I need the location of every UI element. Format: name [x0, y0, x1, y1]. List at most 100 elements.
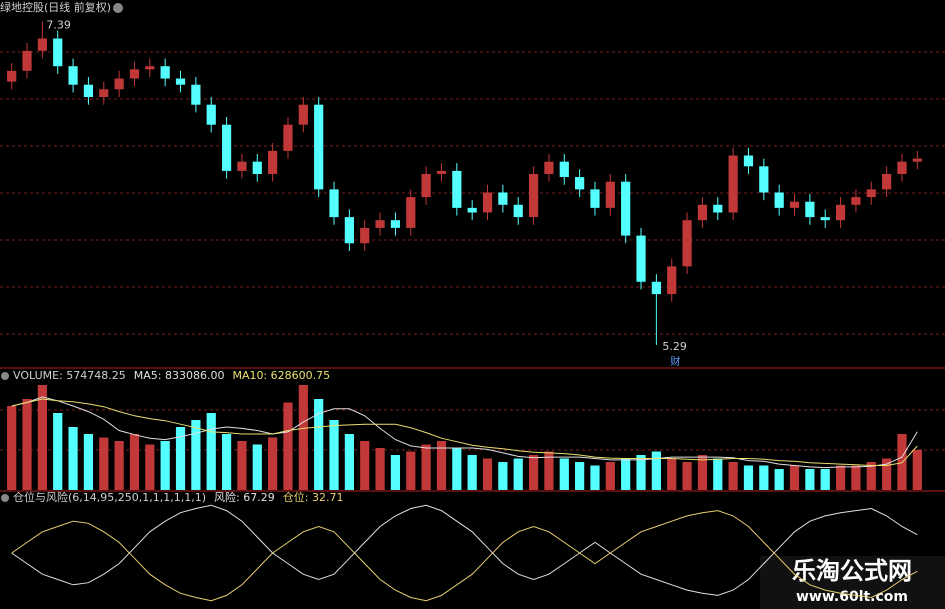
- legend-entry: MA5: 833086.00: [134, 369, 225, 382]
- menu-icon[interactable]: [1, 372, 9, 380]
- candle-body: [68, 66, 78, 85]
- volume-bar: [298, 385, 308, 490]
- volume-bar: [820, 469, 830, 490]
- volume-bar: [651, 451, 661, 490]
- candle-body: [805, 201, 815, 218]
- candle-body: [544, 161, 554, 174]
- legend-entry: 风险: 67.29: [214, 490, 275, 504]
- panel-title: VOLUME: 574748.25: [13, 369, 126, 382]
- volume-bar: [375, 448, 385, 490]
- chart-title: 绿地控股(日线 前复权): [0, 0, 111, 14]
- volume-bar: [575, 462, 585, 490]
- candle-body: [7, 70, 17, 82]
- volume-bar: [390, 455, 401, 490]
- volume-bar: [329, 420, 339, 490]
- candle-body: [436, 170, 447, 174]
- candle-body: [83, 84, 94, 98]
- watermark-url: www.60lt.com: [796, 589, 908, 605]
- candle-body: [882, 173, 892, 190]
- volume-bar: [513, 458, 523, 490]
- volume-bar: [559, 458, 569, 490]
- volume-bar: [590, 465, 600, 490]
- candle-body: [835, 204, 846, 221]
- high-label: 7.39: [46, 19, 71, 32]
- candle-body: [268, 150, 278, 174]
- volume-bar: [114, 441, 124, 490]
- candle-body: [175, 78, 186, 85]
- candle-body: [605, 181, 615, 208]
- candle-body: [697, 204, 708, 221]
- volume-bar: [697, 455, 708, 490]
- volume-bar: [83, 434, 94, 490]
- candle-body: [667, 266, 677, 295]
- grid: [0, 51, 945, 492]
- volume-bar: [912, 449, 922, 490]
- volume-bar: [37, 385, 47, 490]
- volume-bar: [774, 469, 784, 490]
- volume-bar: [68, 427, 78, 490]
- candle-body: [344, 217, 354, 244]
- candle-body: [390, 220, 401, 228]
- volume-bar: [360, 441, 370, 490]
- candle-body: [636, 235, 646, 282]
- volume-bar: [805, 469, 815, 490]
- volume-bar: [206, 413, 216, 490]
- candle-body: [329, 189, 339, 218]
- candle-body: [221, 124, 232, 171]
- candle-body: [728, 155, 738, 213]
- volume-bar: [498, 462, 508, 490]
- volume-bar: [129, 434, 140, 490]
- volume-bar: [682, 462, 692, 490]
- candle-body: [22, 50, 32, 71]
- candle-body: [421, 173, 431, 198]
- menu-icon[interactable]: [1, 494, 9, 502]
- series-line: [11, 510, 918, 602]
- legend-entry: 仓位: 32.71: [283, 490, 344, 504]
- candle-body: [651, 281, 661, 295]
- candle-body: [283, 124, 293, 151]
- candle-body: [789, 201, 800, 208]
- candle-body: [498, 192, 508, 205]
- volume-bar: [835, 465, 846, 490]
- candle-body: [713, 204, 723, 213]
- menu-icon[interactable]: [113, 3, 123, 13]
- volume-bar: [99, 437, 109, 490]
- volume-bar: [268, 437, 278, 490]
- volume-bar: [713, 458, 723, 490]
- volume-bar: [452, 448, 462, 490]
- candle-body: [528, 173, 539, 218]
- candle-body: [467, 207, 477, 213]
- candle-body: [237, 161, 247, 171]
- candle-body: [559, 161, 569, 178]
- volume-bar: [436, 441, 447, 490]
- candle-body: [897, 161, 907, 174]
- candle-body: [912, 158, 922, 162]
- candle-body: [129, 69, 140, 79]
- candle-body: [774, 192, 784, 208]
- candle-body: [575, 177, 585, 190]
- volume-bar: [283, 402, 293, 490]
- candle-body: [160, 66, 170, 79]
- volume-bar: [866, 462, 876, 490]
- volume-bar: [421, 444, 431, 490]
- candle-body: [298, 104, 308, 125]
- watermark-box: [760, 556, 945, 609]
- candle-body: [252, 161, 262, 174]
- legend-entry: MA10: 628600.75: [232, 369, 330, 382]
- candle-body: [53, 38, 63, 67]
- candle-body: [37, 38, 47, 51]
- candle-body: [621, 181, 631, 236]
- candle-body: [851, 197, 861, 205]
- candle-body: [114, 78, 124, 90]
- volume-bar: [728, 462, 738, 490]
- volume-bar: [605, 462, 615, 490]
- candle-body: [99, 89, 109, 98]
- volume-bar: [851, 465, 861, 490]
- volume-bar: [467, 455, 477, 490]
- volume-bar: [528, 455, 539, 490]
- volume-bar: [191, 420, 201, 490]
- volume-bar: [482, 458, 493, 490]
- volume-bar: [636, 455, 646, 490]
- volume-bar: [252, 444, 262, 490]
